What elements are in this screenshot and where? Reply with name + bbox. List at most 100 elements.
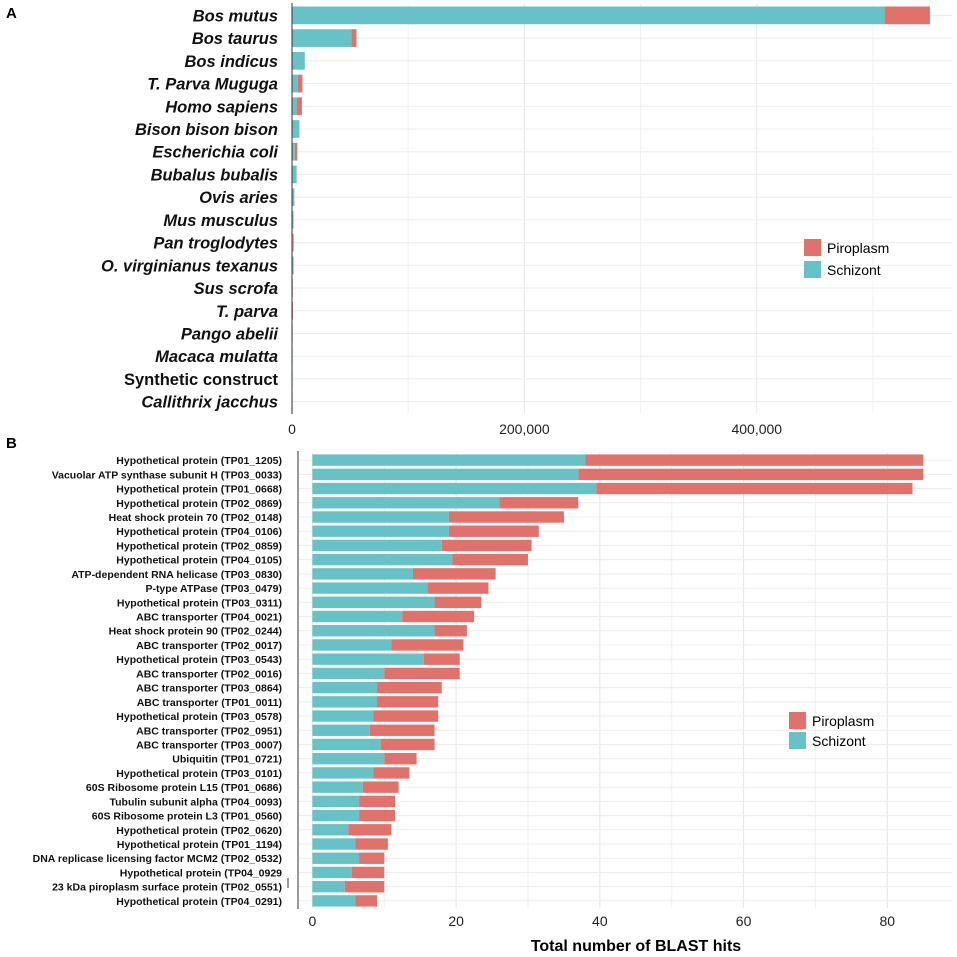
panel-b-category-label: Tubulin subunit alpha (TP04_0093) (110, 796, 283, 808)
panel-b-bar-schizont-heat-shock-protein-70-tp02-0148 (312, 511, 449, 523)
panel-a-category-label: Escherichia coli (152, 144, 278, 162)
panel-b-bar-piroplasm-hypothetical-protein-tp03-0101 (373, 767, 410, 779)
panel-b-bar-schizont-vacuolar-atp-synthase-subunit-h-tp03-0033 (312, 468, 579, 481)
panel-b-category-label: ATP-dependent RNA helicase (TP03_0830) (71, 569, 282, 581)
legend-b-swatch-piroplasm (789, 712, 806, 729)
panel-b-bar-schizont-hypothetical-protein-tp04-0106 (312, 525, 449, 537)
panel-b-bar-schizont-hypothetical-protein-tp02-0620 (312, 824, 349, 836)
panel-b-x-tick-label: 40 (592, 913, 608, 929)
panel-b-x-tick-label: 20 (448, 913, 464, 929)
panel-b-category-label: P-type ATPase (TP03_0479) (145, 583, 282, 595)
legend-b-label-piroplasm: Piroplasm (812, 713, 874, 729)
panel-b-bar-piroplasm-60s-ribosome-protein-l3-tp01-0560 (359, 809, 396, 822)
panel-b-bar-piroplasm-atp-dependent-rna-helicase-tp03-0830 (412, 568, 496, 580)
panel-b-bar-piroplasm-p-type-atpase-tp03-0479 (427, 582, 489, 594)
panel-b-bar-piroplasm-hypothetical-protein-tp04-0105 (452, 553, 528, 566)
panel-a-category-label: Pango abelii (181, 325, 279, 343)
panel-b-category-label: 60S Ribosome protein L3 (TP01_0560) (92, 811, 282, 823)
panel-b-category-label: Hypothetical protein (TP04_0291) (116, 896, 282, 908)
panel-b-bar-piroplasm-hypothetical-protein-tp01-1194 (355, 838, 388, 850)
panel-b-bar-piroplasm-hypothetical-protein-tp04-0106 (448, 525, 539, 537)
panel-a-category-label: Bos mutus (193, 7, 278, 25)
panel-a-gridlines (291, 4, 952, 413)
panel-a-bar-piroplasm-homo-sapiens (296, 97, 302, 116)
panel-a-bar-schizont-ovis-aries (292, 188, 295, 207)
panel-b-category-label: Hypothetical protein (TP03_0311) (117, 597, 282, 609)
panel-b-bar-schizont-hypothetical-protein-tp03-0543 (312, 653, 424, 665)
panel-b-legend: Piroplasm Schizont (789, 712, 874, 749)
panel-b-category-label: Hypothetical protein (TP04_0105) (116, 555, 282, 567)
panel-b-category-label: Hypothetical protein (TP01_1205) (116, 455, 282, 467)
panel-b-bar-piroplasm-abc-transporter-tp03-0007 (380, 738, 435, 751)
panel-b-bar-piroplasm-hypothetical-protein-tp02-0620 (348, 824, 392, 836)
panel-b-bar-schizont-tubulin-subunit-alpha-tp04-0093 (312, 795, 360, 808)
panel-a-bar-piroplasm-bos-mutus (884, 6, 930, 25)
panel-b-bar-piroplasm-23-kda-piroplasm-surface-protein-tp02-0551 (344, 880, 385, 893)
panel-b-bar-schizont-abc-transporter-tp04-0021 (312, 610, 403, 623)
x-axis-title: Total number of BLAST hits (531, 938, 741, 955)
panel-b-bar-schizont-atp-dependent-rna-helicase-tp03-0830 (312, 568, 413, 580)
panel-b-bar-piroplasm-hypothetical-protein-tp04-0929 (351, 866, 385, 879)
panel-b-bar-piroplasm-abc-transporter-tp02-0951 (369, 724, 435, 736)
panel-b-bar-piroplasm-hypothetical-protein-tp01-1205 (585, 454, 924, 466)
panel-b-category-label: DNA replicase licensing factor MCM2 (TP0… (33, 853, 282, 865)
panel-a-bar-piroplasm-t-parva-muguga (297, 74, 303, 93)
panel-a-bar-schizont-bubalus-bubalis (292, 165, 297, 184)
panel-b-bar-schizont-abc-transporter-tp02-0016 (312, 667, 385, 680)
panel-b-bar-schizont-p-type-atpase-tp03-0479 (312, 582, 428, 594)
panel-b-bar-schizont-hypothetical-protein-tp01-1194 (312, 838, 356, 850)
panel-b-category-label: Heat shock protein 90 (TP02_0244) (109, 626, 282, 638)
panel-b-bar-schizont-hypothetical-protein-tp02-0869 (312, 497, 500, 509)
panel-b-category-label: Vacuolar ATP synthase subunit H (TP03_00… (52, 469, 282, 481)
panel-b-x-ticks: 0 20 40 60 80 (308, 913, 895, 929)
panel-b-bar-schizont-abc-transporter-tp02-0017 (312, 639, 392, 651)
panel-b-category-label: Hypothetical protein (TP03_0543) (116, 654, 282, 666)
panel-b-category-labels: Hypothetical protein (TP01_1205) Vacuolar… (33, 455, 283, 908)
panel-b-label: B (6, 435, 17, 452)
panel-b-bar-piroplasm-ubiquitin-tp01-0721 (384, 753, 417, 765)
panel-b-bar-piroplasm-dna-replicase-licensing-factor-mcm2-tp02-0532 (359, 852, 385, 864)
panel-a-category-label: Bison bison bison (135, 121, 278, 139)
panel-b-bar-schizont-60s-ribosome-protein-l15-tp01-0686 (312, 781, 363, 793)
panel-b-bar-piroplasm-abc-transporter-tp02-0017 (391, 639, 464, 651)
panel-b-category-label: Hypothetical protein (TP03_0578) (116, 711, 282, 723)
panel-a-label: A (6, 5, 17, 22)
panel-b-bar-piroplasm-hypothetical-protein-tp03-0578 (373, 710, 439, 722)
panel-b-bar-schizont-hypothetical-protein-tp03-0311 (312, 596, 435, 608)
panel-b-bar-piroplasm-hypothetical-protein-tp03-0543 (423, 653, 460, 665)
panel-a-bar-schizont-bison-bison-bison (292, 120, 299, 138)
panel-a-category-label: Sus scrofa (194, 280, 278, 298)
panel-b-bar-schizont-hypothetical-protein-tp03-0578 (312, 710, 374, 722)
panel-b-bar-schizont-hypothetical-protein-tp03-0101 (312, 767, 374, 779)
panel-b-bar-schizont-hypothetical-protein-tp04-0105 (312, 553, 453, 566)
panel-b-bar-piroplasm-vacuolar-atp-synthase-subunit-h-tp03-0033 (578, 468, 924, 481)
panel-b-bar-schizont-abc-transporter-tp01-0011 (312, 696, 378, 708)
panel-b-bar-piroplasm-heat-shock-protein-90-tp02-0244 (434, 625, 467, 637)
panel-b-x-tick-label: 0 (308, 913, 316, 929)
panel-a-category-labels: Bos mutus Bos taurus Bos indicus T. Parva M… (101, 7, 278, 411)
panel-b-bar-piroplasm-abc-transporter-tp01-0011 (377, 696, 439, 708)
panel-a-bar-schizont-homo-sapiens (292, 97, 297, 116)
panel-b-bars (312, 454, 924, 907)
panel-a-bars (292, 6, 930, 411)
panel-b-x-tick-label: 80 (880, 913, 896, 929)
panel-a-category-label: Bubalus bubalis (151, 166, 278, 184)
legend-b-label-schizont: Schizont (812, 733, 866, 749)
panel-a-category-label: Bos taurus (192, 30, 278, 48)
panel-a-legend: Piroplasm Schizont (804, 239, 889, 278)
panel-a-bar-schizont-mus-musculus (292, 210, 294, 229)
panel-b-bar-schizont-heat-shock-protein-90-tp02-0244 (312, 625, 435, 637)
panel-a-category-label: Macaca mulatta (155, 348, 278, 366)
panel-b-category-label: Hypothetical protein (TP01_0668) (116, 484, 282, 496)
panel-b-bar-schizont-hypothetical-protein-tp04-0929 (312, 866, 352, 879)
legend-a-swatch-piroplasm (804, 239, 821, 256)
panel-a-bar-schizont-escherichia-coli (292, 142, 295, 161)
panel-b-bar-schizont-hypothetical-protein-tp01-0668 (312, 482, 597, 495)
panel-b-category-label: ABC transporter (TP02_0016) (136, 668, 282, 680)
panel-a-category-label: O. virginianus texanus (101, 257, 278, 275)
panel-a-bar-schizont-bos-indicus (292, 51, 305, 70)
panel-b-bar-schizont-abc-transporter-tp02-0951 (312, 724, 370, 736)
panel-a-category-label: T. Parva Muguga (147, 76, 278, 94)
panel-b-category-label: Hypothetical protein (TP01_1194) (117, 839, 282, 851)
